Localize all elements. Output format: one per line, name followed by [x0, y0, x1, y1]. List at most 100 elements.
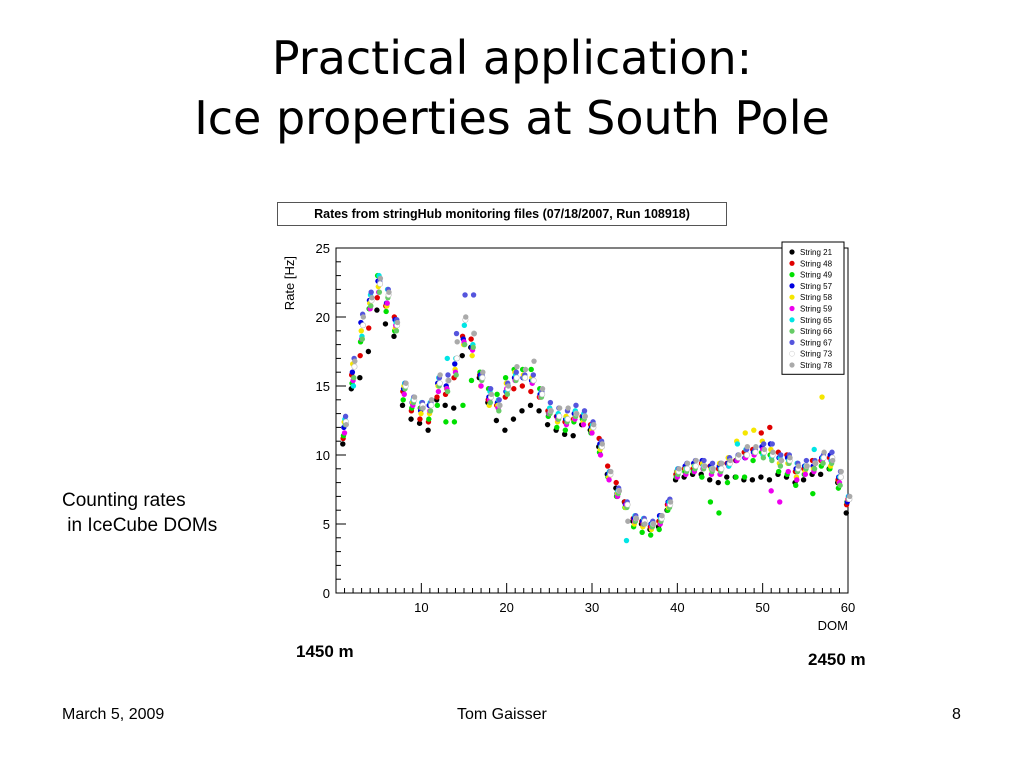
data-point — [350, 383, 357, 389]
data-point — [428, 402, 435, 409]
data-point — [434, 402, 441, 409]
data-point — [794, 477, 800, 483]
data-point — [718, 465, 725, 472]
data-point — [843, 510, 849, 516]
data-point — [582, 413, 588, 420]
data-point — [445, 372, 451, 378]
data-point — [591, 421, 597, 428]
y-tick-label: 10 — [316, 448, 330, 463]
data-point — [701, 463, 708, 469]
data-point — [724, 479, 731, 486]
legend-marker — [789, 362, 795, 368]
data-point — [383, 308, 389, 315]
data-point — [777, 463, 784, 469]
data-point — [442, 402, 448, 409]
x-tick-label: 20 — [499, 600, 513, 615]
data-point — [496, 397, 502, 403]
slide-title-line2: Ice properties at South Pole — [194, 91, 830, 145]
data-point — [647, 532, 654, 538]
legend-entry: String 48 — [800, 259, 833, 268]
data-point — [684, 465, 691, 472]
data-point — [684, 460, 691, 466]
legend-entry: String 21 — [800, 248, 833, 257]
legend-marker — [789, 328, 795, 334]
chart-title: Rates from stringHub monitoring files (0… — [277, 202, 727, 226]
data-point — [616, 488, 623, 494]
data-point — [837, 474, 844, 481]
data-point — [530, 377, 537, 384]
data-point — [727, 457, 733, 464]
legend-entry: String 59 — [800, 305, 833, 314]
data-point — [360, 322, 367, 329]
data-point — [676, 466, 682, 472]
data-point — [753, 444, 759, 450]
legend-marker — [789, 249, 795, 255]
data-point — [479, 374, 486, 381]
x-tick-label: 60 — [841, 600, 855, 615]
data-point — [766, 477, 773, 483]
data-point — [770, 449, 776, 455]
data-point — [838, 468, 844, 475]
data-point — [599, 441, 605, 447]
data-point — [750, 457, 756, 464]
data-point — [352, 358, 358, 364]
data-point — [496, 408, 502, 414]
data-point — [468, 336, 474, 342]
data-point — [736, 452, 742, 458]
data-point — [452, 361, 458, 367]
data-point — [497, 402, 503, 409]
data-point — [804, 463, 810, 469]
data-point — [580, 421, 587, 428]
data-point — [769, 441, 775, 447]
data-point — [820, 454, 827, 461]
legend-marker — [789, 272, 795, 278]
data-point — [399, 402, 406, 409]
data-point — [453, 355, 460, 362]
data-point — [462, 292, 468, 298]
data-point — [365, 348, 372, 355]
data-point — [536, 408, 542, 414]
legend-marker — [789, 317, 795, 323]
data-point — [478, 383, 484, 389]
data-point — [349, 369, 356, 375]
x-tick-label: 40 — [670, 600, 684, 615]
data-point — [820, 460, 826, 466]
data-point — [821, 449, 827, 455]
depth-bottom-label: 2450 m — [808, 650, 866, 669]
data-point — [562, 427, 569, 433]
data-point — [811, 446, 817, 453]
data-point — [487, 399, 493, 406]
data-point — [642, 521, 648, 527]
data-point — [701, 457, 707, 464]
data-point — [368, 289, 374, 295]
data-point — [556, 405, 563, 411]
data-point — [724, 474, 730, 480]
data-point — [613, 479, 619, 486]
legend-entry: String 57 — [800, 282, 833, 291]
data-point — [403, 380, 409, 386]
data-point — [427, 408, 434, 414]
data-point — [511, 386, 517, 392]
data-point — [659, 513, 665, 519]
footer-date: March 5, 2009 — [62, 706, 165, 723]
data-point — [625, 518, 631, 524]
data-point — [469, 352, 475, 359]
data-point — [847, 493, 853, 500]
data-point — [709, 460, 716, 466]
data-point — [417, 416, 423, 422]
data-point — [411, 394, 418, 400]
data-point — [760, 455, 767, 461]
legend-marker — [789, 294, 795, 300]
data-point — [461, 322, 468, 328]
data-point — [374, 307, 380, 313]
data-point — [710, 466, 716, 472]
data-point — [837, 482, 843, 489]
data-point — [716, 510, 722, 516]
data-point — [502, 375, 509, 381]
legend-marker — [789, 350, 795, 357]
data-point — [544, 421, 551, 428]
data-point — [802, 471, 809, 478]
data-point — [719, 460, 725, 466]
x-axis-label: DOM — [818, 618, 848, 632]
data-point — [351, 375, 357, 381]
